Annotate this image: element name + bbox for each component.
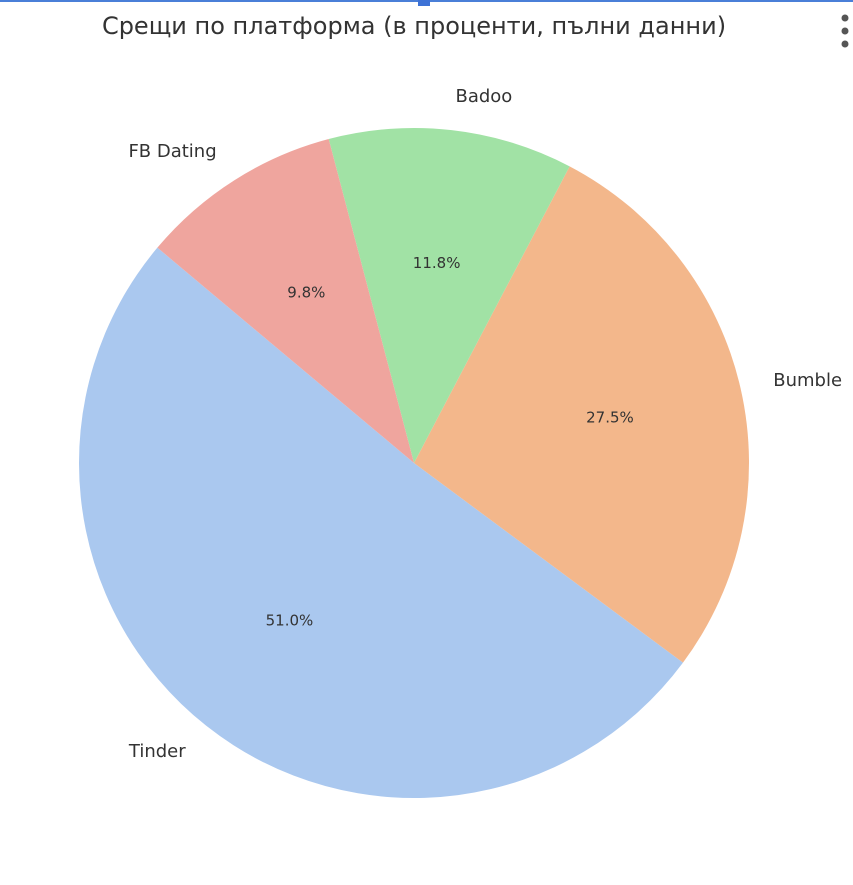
pie-slice bbox=[79, 247, 684, 798]
pie-slice bbox=[157, 139, 414, 463]
pie-slice bbox=[414, 166, 749, 663]
chart-title: Срещи по платформа (в проценти, пълни да… bbox=[102, 12, 726, 40]
slice-label: Bumble bbox=[773, 370, 842, 391]
value-label: 11.8% bbox=[413, 254, 461, 272]
slice-label: Badoo bbox=[455, 86, 512, 107]
menu-dot bbox=[841, 40, 849, 48]
resize-handle[interactable] bbox=[418, 0, 430, 6]
menu-dot bbox=[841, 27, 849, 35]
slice-label: FB Dating bbox=[128, 141, 216, 162]
pie-slice bbox=[328, 128, 570, 464]
value-label: 27.5% bbox=[586, 409, 634, 427]
value-label: 51.0% bbox=[266, 611, 314, 629]
menu-button[interactable] bbox=[841, 14, 849, 48]
slice-label: Tinder bbox=[128, 741, 186, 762]
menu-dot bbox=[841, 14, 849, 22]
value-label: 9.8% bbox=[287, 284, 325, 302]
